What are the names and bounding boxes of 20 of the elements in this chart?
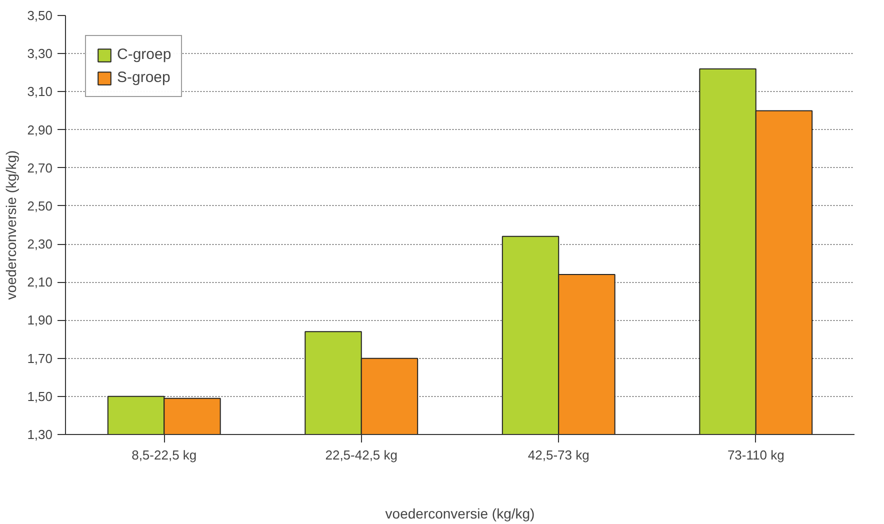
- y-tick-label: 2,30: [27, 236, 53, 252]
- y-tick-label: 3,30: [27, 46, 53, 62]
- y-tick-label: 2,50: [27, 198, 53, 214]
- y-tick-label: 3,10: [27, 84, 53, 100]
- y-tick-label: 2,10: [27, 274, 53, 290]
- y-tick-label: 2,90: [27, 122, 53, 138]
- x-axis-title: voederconversie (kg/kg): [385, 506, 535, 522]
- y-tick-label: 1,70: [27, 350, 53, 366]
- legend-label: C-groep: [117, 46, 172, 63]
- legend-label: S-groep: [117, 69, 170, 86]
- x-tick-label: 42,5-73 kg: [528, 448, 590, 462]
- y-tick-label: 3,50: [27, 8, 53, 23]
- x-tick-label: 22,5-42,5 kg: [325, 448, 398, 462]
- y-tick-label: 2,70: [27, 160, 53, 176]
- x-tick-label: 8,5-22,5 kg: [132, 448, 197, 462]
- x-tick-label: 73-110 kg: [727, 448, 784, 462]
- y-tick-label: 1,90: [27, 312, 53, 328]
- y-tick-label: 1,50: [27, 388, 53, 404]
- y-axis-title: voederconversie (kg/kg): [3, 150, 20, 300]
- y-tick-label: 1,30: [27, 427, 53, 442]
